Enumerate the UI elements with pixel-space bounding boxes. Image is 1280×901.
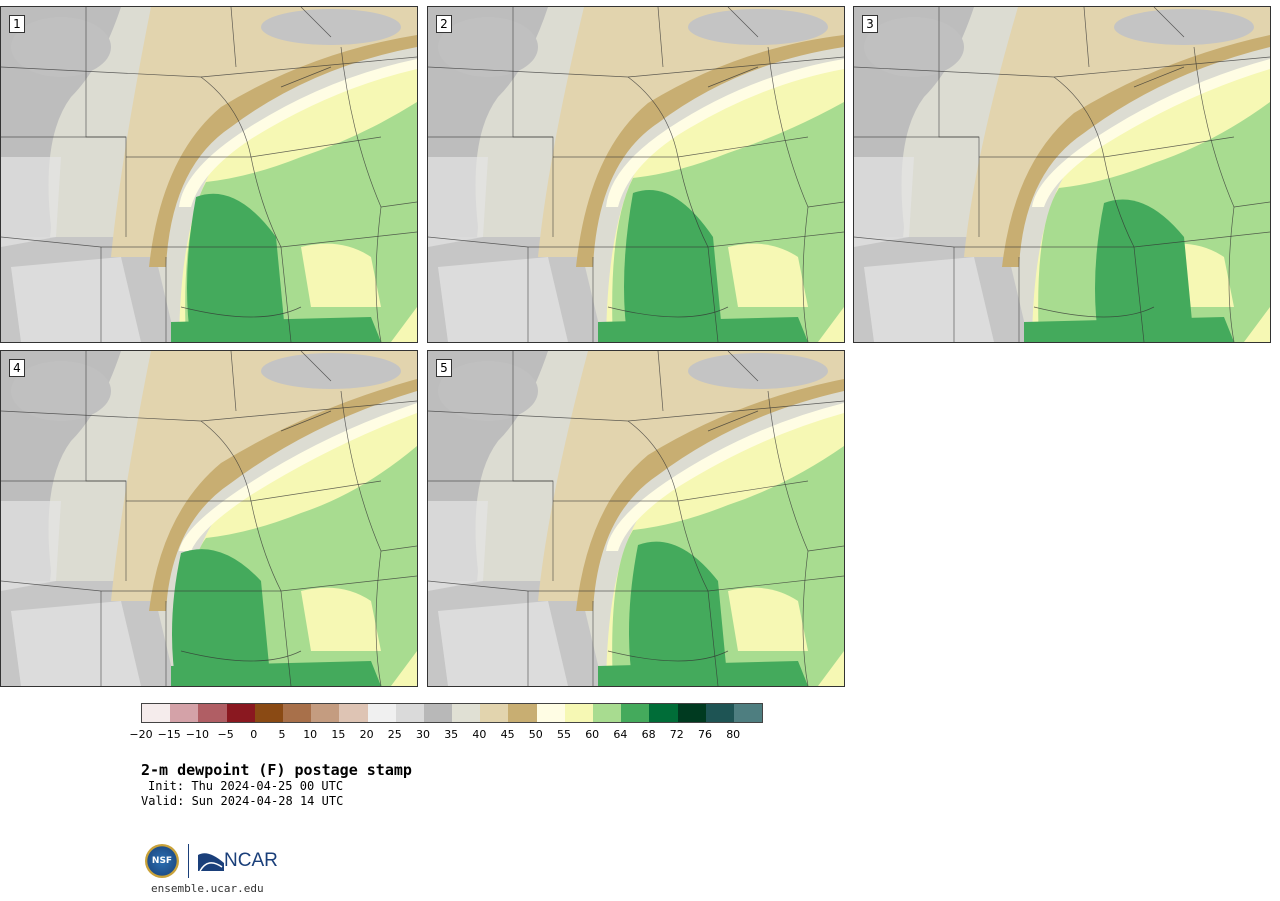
init-time: Init: Thu 2024-04-25 00 UTC xyxy=(148,779,344,793)
colorbar-ticks: −20 −15 −10 −5 0 5 10 15 20 25 30 35 40 45 50 55 60 64 68 7… xyxy=(129,728,771,742)
colorbar-tick-label: 35 xyxy=(444,728,459,741)
colorbar-tick-label: 25 xyxy=(387,728,402,741)
logo-area: NSF NCAR xyxy=(145,843,278,879)
valid-time: Valid: Sun 2024-04-28 14 UTC xyxy=(141,794,344,808)
figure-title: 2-m dewpoint (F) postage stamp xyxy=(141,761,412,779)
colorbar-tick-label: 20 xyxy=(359,728,374,741)
colorbar-tick-label: 68 xyxy=(641,728,656,741)
dewpoint-map xyxy=(1,351,417,686)
colorbar-swatch xyxy=(226,704,255,722)
colorbar-swatch xyxy=(480,704,509,722)
colorbar-tick-label: 5 xyxy=(278,728,286,741)
panel-number-label: 4 xyxy=(9,359,25,377)
colorbar-tick-label: 80 xyxy=(726,728,741,741)
colorbar-tick-label: 76 xyxy=(698,728,712,741)
stamp-panel-4: 4 xyxy=(0,350,418,687)
colorbar-tick-label: 72 xyxy=(669,728,684,741)
colorbar-swatch xyxy=(395,704,424,722)
colorbar-tick-label: 15 xyxy=(331,728,346,741)
colorbar-swatch xyxy=(733,704,763,722)
colorbar-swatch xyxy=(564,704,593,722)
colorbar-swatch xyxy=(170,704,199,722)
colorbar-tick-label: 0 xyxy=(250,728,258,741)
ncar-logo-icon: NCAR xyxy=(198,850,278,872)
colorbar-tick-label: 10 xyxy=(303,728,318,741)
colorbar-swatch xyxy=(254,704,283,722)
stamp-panel-1: 1 xyxy=(0,6,418,343)
colorbar-swatch xyxy=(705,704,734,722)
colorbar-swatch xyxy=(593,704,622,722)
logo-divider xyxy=(188,844,189,878)
stamp-panel-3: 3 xyxy=(853,6,1271,343)
colorbar-swatch xyxy=(198,704,227,722)
colorbar-tick-label: 50 xyxy=(528,728,543,741)
colorbar-legend xyxy=(141,703,764,723)
dewpoint-map xyxy=(428,7,844,342)
colorbar-swatch xyxy=(649,704,678,722)
colorbar-tick-label: −5 xyxy=(217,728,234,741)
stamp-panel-2: 2 xyxy=(427,6,845,343)
colorbar-swatch xyxy=(339,704,368,722)
panel-number-label: 2 xyxy=(436,15,452,33)
colorbar-swatch xyxy=(423,704,453,722)
colorbar-swatch xyxy=(142,704,171,722)
colorbar-tick-label: 45 xyxy=(500,728,515,741)
nsf-logo-icon: NSF xyxy=(145,844,179,878)
colorbar-swatch xyxy=(677,704,706,722)
colorbar-swatch xyxy=(367,704,396,722)
panel-number-label: 3 xyxy=(862,15,878,33)
colorbar-tick-label: 60 xyxy=(585,728,600,741)
dewpoint-map xyxy=(854,7,1270,342)
colorbar-swatch xyxy=(282,704,312,722)
colorbar-swatch xyxy=(508,704,537,722)
colorbar-tick-label: 30 xyxy=(416,728,430,741)
dewpoint-map xyxy=(428,351,844,686)
colorbar-tick-label: −10 xyxy=(185,728,209,741)
colorbar-tick-label: −20 xyxy=(129,728,153,741)
colorbar-swatch xyxy=(536,704,565,722)
dewpoint-map xyxy=(1,7,417,342)
colorbar-tick-label: 55 xyxy=(557,728,571,741)
colorbar-tick-label: 40 xyxy=(472,728,487,741)
panel-number-label: 5 xyxy=(436,359,452,377)
colorbar-tick-label: −15 xyxy=(157,728,181,741)
site-url: ensemble.ucar.edu xyxy=(151,882,264,895)
stamp-panel-5: 5 xyxy=(427,350,845,687)
colorbar-swatch xyxy=(621,704,650,722)
colorbar-tick-label: 64 xyxy=(613,728,628,741)
colorbar-swatch xyxy=(452,704,481,722)
colorbar-swatch xyxy=(311,704,340,722)
panel-number-label: 1 xyxy=(9,15,25,33)
